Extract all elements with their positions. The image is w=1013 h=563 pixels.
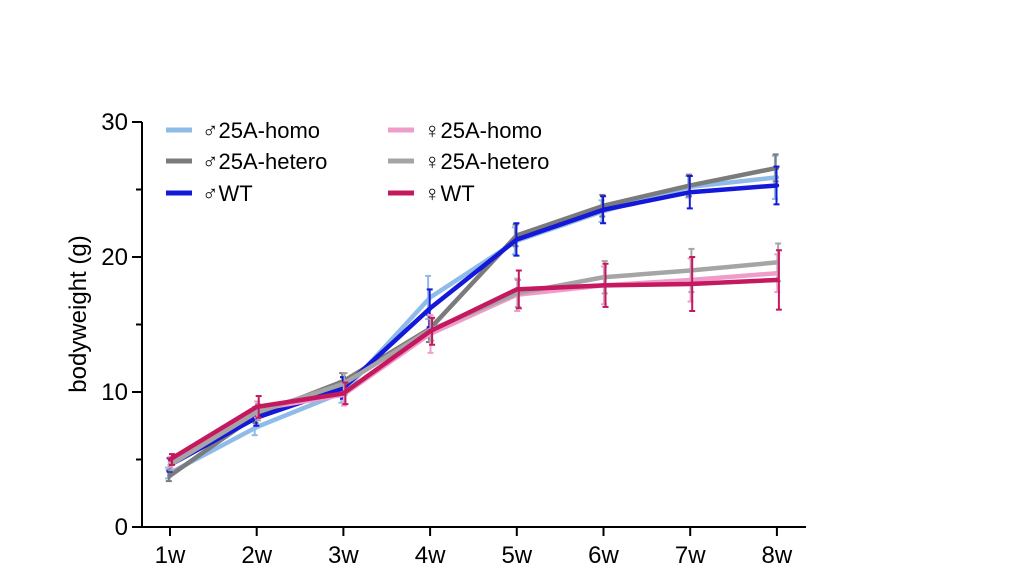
y-tick-label: 30 [101, 109, 128, 136]
y-axis: 0 10 20 30 [101, 109, 143, 541]
legend-item: ♂25A-homo [166, 118, 320, 143]
series-line [167, 277, 780, 462]
x-tick-label: 4w [415, 542, 446, 563]
y-tick-label: 20 [101, 244, 128, 271]
series-5 [167, 249, 782, 466]
legend-label: ♀25A-hetero [424, 149, 549, 174]
data-point [688, 281, 693, 287]
data-point [427, 306, 433, 311]
legend-label: ♂25A-homo [202, 118, 320, 143]
x-tick-label: 7w [675, 542, 706, 563]
y-axis-title: bodyweight (g) [65, 235, 92, 392]
data-point [514, 287, 519, 292]
data-point [774, 183, 780, 188]
x-tick-label: 3w [328, 542, 359, 563]
legend-label: ♂WT [202, 181, 253, 206]
x-axis: 1w 2w 3w 4w 5w 6w 7w 8w [141, 526, 806, 563]
series-line [167, 183, 780, 468]
legend-item: ♀WT [388, 181, 475, 206]
x-tick-label: 6w [588, 542, 619, 563]
legend-item: ♀25A-hetero [388, 149, 549, 174]
legend-label: ♀WT [424, 181, 475, 206]
series-line [167, 165, 780, 478]
x-tick-label: 2w [241, 542, 272, 563]
y-tick-label: 10 [101, 379, 128, 406]
data-point [774, 277, 780, 283]
series-4 [167, 242, 782, 472]
data-point [688, 190, 693, 195]
legend-label: ♀25A-homo [424, 118, 542, 143]
data-point [514, 237, 519, 242]
data-point [341, 391, 346, 396]
series-line [167, 260, 780, 468]
series-line [167, 270, 780, 465]
data-point [601, 283, 606, 288]
data-point [427, 329, 433, 334]
data-point [167, 473, 173, 478]
series-3 [167, 253, 781, 469]
legend-item: ♀25A-homo [388, 118, 542, 143]
x-tick-label: 1w [155, 542, 186, 563]
data-point [254, 404, 259, 410]
series-layer [165, 153, 782, 483]
y-tick-label: 0 [115, 514, 128, 541]
data-point [167, 457, 173, 462]
series-2 [166, 165, 780, 473]
legend: ♂25A-homo ♂25A-hetero ♂WT ♀25A-homo ♀25A-het… [166, 118, 549, 206]
legend-item: ♂WT [166, 181, 253, 206]
legend-label: ♂25A-hetero [202, 149, 327, 174]
series-line [167, 175, 780, 476]
legend-item: ♂25A-hetero [166, 149, 327, 174]
x-tick-label: 8w [762, 542, 793, 563]
x-tick-label: 5w [501, 542, 532, 563]
data-point [601, 207, 606, 212]
